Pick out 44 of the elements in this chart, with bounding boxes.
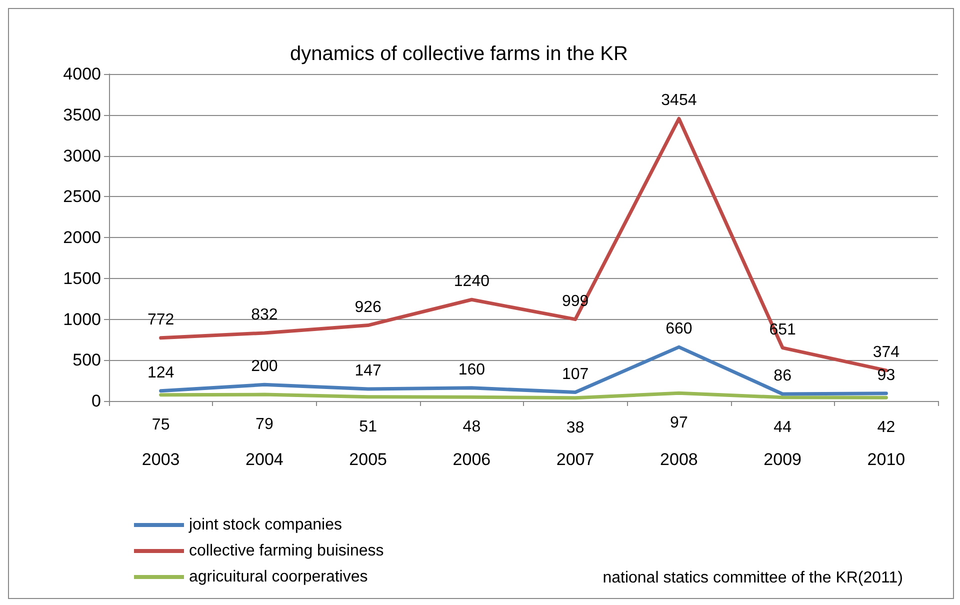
x-tick-label: 2010	[867, 450, 906, 469]
x-tick-label: 2007	[556, 450, 594, 469]
data-label: 374	[872, 344, 900, 361]
x-tick-label: 2009	[764, 450, 802, 469]
data-label: 772	[147, 311, 174, 328]
data-label: 38	[566, 419, 584, 436]
y-tick-label: 3000	[63, 146, 101, 166]
data-label: 44	[774, 418, 792, 436]
data-label: 3454	[661, 92, 697, 110]
y-tick-label: 3500	[63, 105, 101, 124]
y-tick-label: 2500	[63, 187, 101, 206]
data-label: 97	[670, 414, 688, 432]
data-label: 1240	[454, 273, 490, 290]
x-tick-label: 2004	[246, 450, 284, 469]
y-tick-label: 1000	[63, 310, 101, 329]
data-label: 160	[458, 361, 486, 378]
data-label: 75	[152, 416, 170, 434]
data-label: 147	[354, 362, 382, 380]
data-label: 660	[666, 320, 692, 338]
data-label: 200	[251, 358, 278, 376]
x-tick-label: 2005	[349, 450, 387, 469]
y-tick-label: 2000	[63, 228, 101, 247]
data-label: 48	[462, 418, 481, 436]
data-label: 79	[256, 416, 274, 434]
x-tick-label: 2008	[660, 450, 698, 469]
data-label: 42	[877, 419, 896, 436]
data-label: 124	[147, 364, 174, 382]
y-tick-label: 0	[92, 392, 101, 410]
data-label: 926	[354, 298, 382, 316]
text: national statics committee of the KR(2011)	[602, 570, 904, 586]
data-label: 832	[251, 306, 278, 324]
x-tick-label: 2006	[452, 450, 491, 469]
legend-label: joint stock companies	[188, 516, 342, 534]
data-label: 51	[359, 418, 378, 436]
data-label: 93	[877, 366, 896, 384]
chart-title: dynamics of collective farms in the KR	[290, 43, 628, 65]
legend-label: agricuitural coorperatives	[189, 568, 368, 586]
data-label: 86	[774, 367, 792, 384]
y-tick-label: 4000	[63, 64, 101, 84]
y-tick-label: 500	[72, 350, 101, 370]
x-tick-label: 2003	[142, 450, 180, 469]
y-tick-label: 1500	[63, 268, 101, 288]
data-label: 107	[562, 366, 589, 383]
legend-label: collective farming buisiness	[189, 542, 384, 560]
